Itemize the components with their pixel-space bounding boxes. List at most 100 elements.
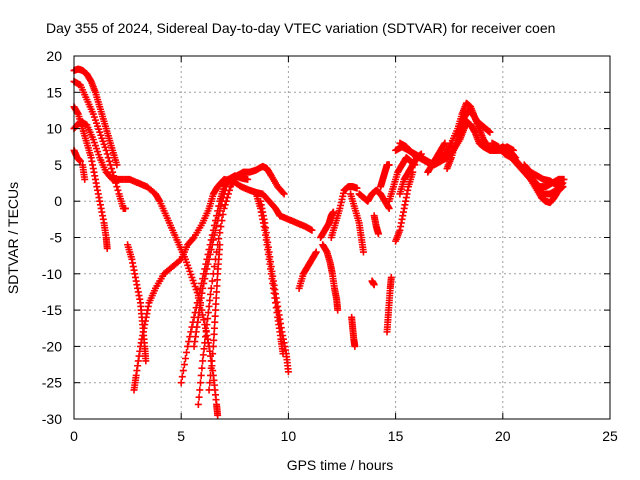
data-point-plus bbox=[184, 342, 192, 350]
data-point-plus bbox=[207, 284, 215, 292]
series-trace-17 bbox=[317, 208, 337, 241]
data-point-plus bbox=[308, 226, 316, 234]
data-point-plus bbox=[206, 296, 214, 304]
x-tick-label: 10 bbox=[281, 428, 297, 444]
data-point-plus bbox=[209, 236, 217, 244]
data-point-plus bbox=[209, 350, 217, 358]
series-trace-26 bbox=[383, 273, 395, 336]
data-point-plus bbox=[76, 157, 84, 165]
data-point-plus bbox=[210, 231, 218, 239]
data-point-plus bbox=[108, 165, 116, 173]
data-point-plus bbox=[113, 183, 121, 191]
data-point-plus bbox=[142, 357, 150, 365]
data-point-plus bbox=[179, 367, 187, 375]
y-tick-label: -10 bbox=[42, 266, 62, 282]
data-point-plus bbox=[113, 161, 121, 169]
data-point-plus bbox=[210, 330, 218, 338]
data-point-plus bbox=[210, 324, 218, 332]
data-point-plus bbox=[215, 212, 223, 220]
data-point-plus bbox=[194, 400, 202, 408]
data-point-plus bbox=[109, 168, 117, 176]
series-trace-21 bbox=[348, 313, 359, 350]
series-trace-22 bbox=[355, 186, 393, 212]
data-point-plus bbox=[200, 345, 208, 353]
data-point-plus bbox=[210, 336, 218, 344]
data-point-plus bbox=[219, 211, 227, 219]
series-trace-28 bbox=[392, 168, 417, 245]
data-point-plus bbox=[205, 255, 213, 263]
data-point-plus bbox=[178, 373, 186, 381]
data-point-plus bbox=[559, 183, 567, 191]
data-point-plus bbox=[207, 364, 215, 372]
data-point-plus bbox=[208, 357, 216, 365]
data-point-plus bbox=[185, 338, 193, 346]
data-point-plus bbox=[212, 300, 220, 308]
series-trace-25 bbox=[377, 161, 393, 191]
data-point-plus bbox=[210, 263, 218, 271]
data-point-plus bbox=[181, 355, 189, 362]
y-tick-label: 20 bbox=[46, 48, 62, 64]
data-point-plus bbox=[207, 371, 215, 379]
series-trace-6 bbox=[79, 161, 89, 183]
y-tick-label: -15 bbox=[42, 302, 62, 318]
data-point-plus bbox=[214, 411, 222, 419]
series-trace-24 bbox=[370, 212, 382, 238]
x-tick-label: 0 bbox=[70, 428, 78, 444]
data-point-plus bbox=[351, 342, 359, 350]
data-point-plus bbox=[106, 161, 114, 169]
data-point-plus bbox=[359, 248, 367, 256]
data-point-plus bbox=[183, 348, 191, 356]
data-point-plus bbox=[189, 235, 197, 243]
data-point-plus bbox=[103, 150, 111, 158]
data-point-plus bbox=[208, 277, 216, 285]
data-point-plus bbox=[121, 204, 129, 212]
data-point-plus bbox=[312, 248, 320, 256]
y-axis-label: SDTVAR / TECUs bbox=[5, 182, 21, 294]
data-point-plus bbox=[211, 318, 219, 326]
series-trace-18 bbox=[319, 241, 342, 314]
series-trace-20 bbox=[347, 190, 367, 256]
series-trace-2 bbox=[70, 77, 129, 212]
data-point-plus bbox=[105, 157, 113, 165]
series-trace-4 bbox=[70, 117, 222, 419]
data-point-plus bbox=[387, 273, 395, 281]
data-point-plus bbox=[216, 229, 224, 237]
grid-lines bbox=[74, 56, 610, 419]
data-point-plus bbox=[217, 223, 225, 231]
y-tick-label: -25 bbox=[42, 375, 62, 391]
data-point-plus bbox=[204, 260, 212, 268]
data-point-plus bbox=[329, 208, 337, 216]
data-point-plus bbox=[199, 357, 207, 365]
data-point-plus bbox=[222, 197, 230, 205]
data-point-plus bbox=[385, 204, 393, 212]
data-point-plus bbox=[385, 161, 393, 169]
data-point-plus bbox=[195, 393, 203, 401]
data-point-plus bbox=[224, 190, 232, 198]
axis-ticks bbox=[73, 55, 611, 420]
data-point-plus bbox=[204, 315, 212, 323]
data-point-plus bbox=[212, 226, 220, 234]
data-point-plus bbox=[202, 270, 210, 278]
data-point-plus bbox=[205, 386, 213, 394]
data-point-plus bbox=[102, 146, 110, 154]
y-tick-label: -30 bbox=[42, 411, 62, 427]
y-tick-label: 0 bbox=[54, 193, 62, 209]
data-point-plus bbox=[221, 201, 229, 209]
data-point-plus bbox=[114, 186, 122, 194]
data-point-plus bbox=[353, 184, 361, 192]
data-point-plus bbox=[212, 294, 220, 302]
data-point-plus bbox=[213, 288, 221, 296]
data-point-plus bbox=[180, 361, 188, 369]
y-tick-label: 15 bbox=[46, 84, 62, 100]
data-point-plus bbox=[225, 186, 233, 194]
data-point-plus bbox=[177, 379, 185, 387]
data-point-plus bbox=[81, 175, 89, 183]
data-point-plus bbox=[206, 379, 214, 387]
data-point-plus bbox=[204, 309, 212, 317]
x-tick-label: 5 bbox=[177, 428, 185, 444]
data-point-plus bbox=[198, 364, 206, 372]
data-point-plus bbox=[202, 327, 210, 335]
data-point-plus bbox=[200, 316, 208, 324]
data-point-plus bbox=[197, 371, 205, 379]
data-point-plus bbox=[212, 306, 220, 314]
